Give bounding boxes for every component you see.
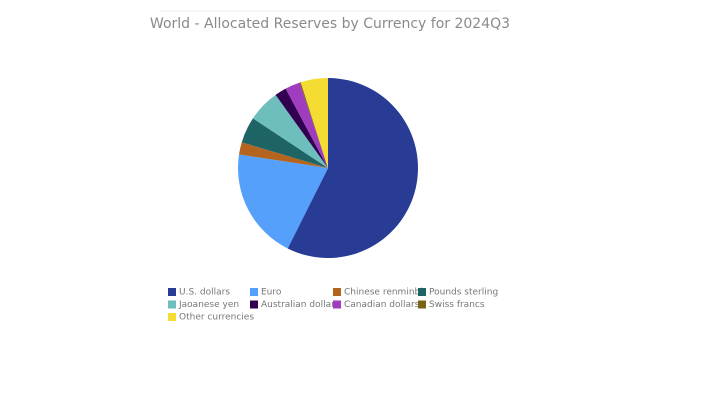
pie-slice [252, 94, 328, 168]
legend-swatch [333, 300, 341, 309]
legend-swatch [333, 288, 341, 296]
legend-label: Pounds sterling [429, 288, 498, 298]
pie-slice [241, 118, 328, 168]
pie-slice [300, 78, 328, 168]
legend-swatch [168, 288, 176, 296]
chart-title: World - Allocated Reserves by Currency f… [150, 16, 510, 32]
pie-slice [239, 142, 328, 168]
pie-slice [285, 82, 328, 168]
pie-slice [275, 88, 328, 168]
pie-slice [299, 82, 328, 168]
legend-swatch [418, 300, 426, 309]
legend-label: U.S. dollars [179, 288, 230, 298]
legend-label: Canadian dollars [344, 300, 420, 310]
legend-label: Australian dollars [261, 300, 340, 310]
legend-label: Euro [261, 288, 282, 298]
legend-label: Chinese renminbi [344, 288, 423, 298]
legend-swatch [250, 288, 258, 296]
legend-label: Jaoanese yen [178, 300, 239, 310]
legend-swatch [418, 288, 426, 296]
legend-swatch [250, 300, 258, 309]
legend-label: Other currencies [179, 313, 254, 323]
pie-slice [238, 154, 328, 249]
legend-swatch [168, 313, 176, 321]
legend-swatch [168, 300, 176, 309]
pie-slice [287, 78, 419, 258]
legend-label: Swiss francs [429, 300, 485, 310]
